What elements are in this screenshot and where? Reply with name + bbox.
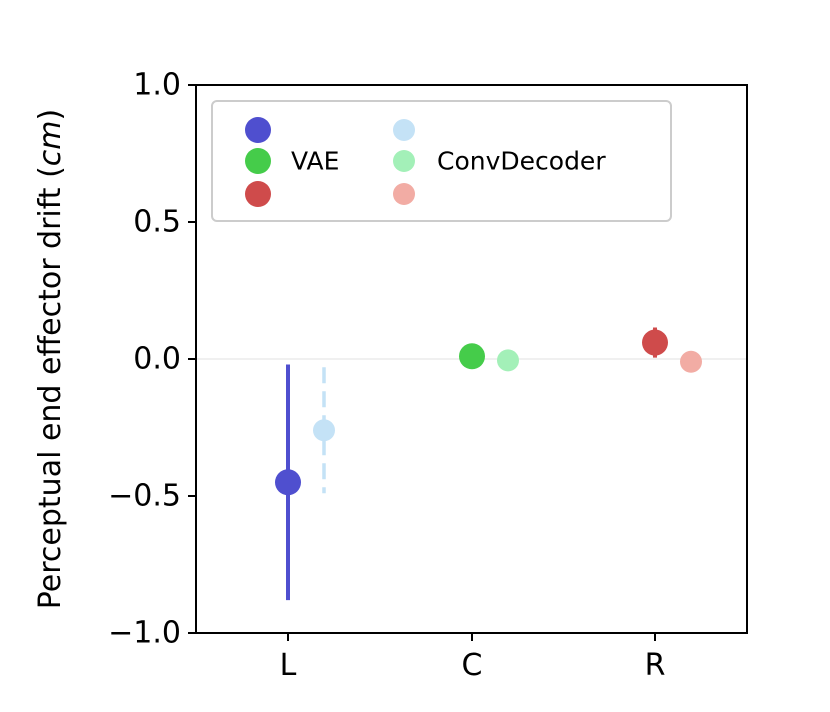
x-tick-label: C [462,648,483,683]
legend-marker [393,150,415,172]
y-tick-label: 0.0 [133,342,181,377]
y-axis: −1.0 −0.5 0.0 0.5 1.0 [108,68,196,651]
data-point [497,349,519,372]
legend-marker [245,181,271,207]
legend: VAE ConvDecoder [211,100,672,222]
legend-label: VAE [291,147,339,176]
y-axis-label-unit: cm [33,120,68,166]
y-tick-label: 1.0 [133,68,181,103]
y-axis-label: Perceptual end effector drift (cm) [33,109,68,609]
x-tick-label: R [645,648,666,683]
legend-label: ConvDecoder [437,147,606,176]
legend-marker [245,117,271,143]
y-tick-label: −0.5 [108,479,181,514]
y-tick-label: 0.5 [133,205,181,240]
legend-marker [245,148,271,174]
legend-marker [393,119,415,141]
data-point [680,350,702,373]
data-marks [275,327,702,601]
data-point [313,419,335,442]
y-tick-label: −1.0 [108,616,181,651]
data-point [459,343,485,370]
legend-marker [393,183,415,205]
x-tick-label: L [280,648,297,683]
data-point [275,469,301,496]
legend-box [211,100,672,222]
y-axis-label-suffix: ) [33,109,68,121]
y-axis-label-prefix: Perceptual end effector drift ( [33,166,68,609]
data-point [642,329,668,356]
